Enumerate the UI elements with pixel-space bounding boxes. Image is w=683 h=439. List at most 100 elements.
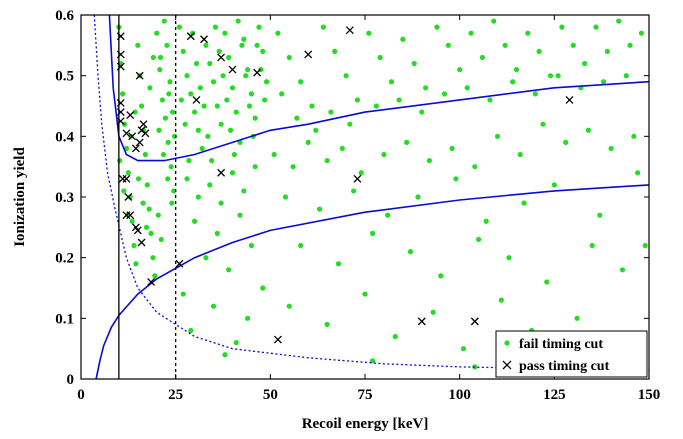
fail-point (404, 139, 410, 145)
fail-point (262, 97, 268, 103)
fail-point (245, 67, 251, 73)
fail-point (574, 315, 580, 321)
fail-point (369, 230, 376, 236)
fail-point (544, 279, 550, 285)
fail-point (224, 97, 230, 103)
fail-point (222, 30, 228, 36)
fail-point (180, 48, 186, 55)
fail-point (468, 30, 474, 36)
y-tick-label: 0 (67, 372, 75, 388)
fail-point (422, 85, 429, 91)
x-tick-label: 25 (168, 387, 183, 403)
fail-point (120, 91, 126, 97)
fail-point (157, 67, 163, 73)
fail-point (457, 67, 463, 73)
pass-point (133, 226, 142, 235)
fail-point (178, 97, 184, 103)
fail-point (316, 206, 323, 212)
fail-point (233, 340, 239, 346)
pass-point (126, 111, 135, 120)
fail-point (589, 242, 595, 249)
fail-point (343, 73, 349, 79)
fail-point (347, 121, 353, 127)
fail-point (186, 158, 192, 164)
fail-point (190, 30, 196, 36)
fail-point (260, 48, 266, 55)
fail-point (142, 151, 148, 158)
fail-point (166, 91, 172, 97)
fail-point (171, 133, 178, 139)
fail-point (132, 109, 138, 115)
fail-point (638, 30, 645, 36)
fail-point (339, 145, 345, 152)
fail-point (148, 230, 154, 236)
pass-point (137, 238, 146, 247)
fail-point (154, 30, 160, 36)
fail-point (155, 212, 161, 218)
fail-point (241, 36, 247, 42)
fail-point (184, 73, 190, 79)
fail-point (203, 42, 209, 48)
fail-point (362, 291, 368, 297)
fail-point (147, 85, 153, 91)
y-tick-label: 0.1 (55, 311, 74, 327)
fail-point (286, 54, 292, 61)
fail-point (195, 194, 201, 200)
pass-point (135, 71, 144, 80)
fail-point (209, 158, 215, 164)
fail-point (156, 127, 162, 133)
fail-point (494, 133, 501, 139)
pass-point (128, 132, 137, 141)
fail-point (237, 212, 243, 218)
plot-area (93, 15, 649, 379)
fail-point (407, 249, 414, 255)
fail-point (411, 60, 417, 67)
fail-point (169, 200, 175, 206)
x-tick-label: 100 (448, 387, 471, 403)
fail-point (286, 303, 292, 309)
fail-point (121, 188, 127, 194)
fail-point (143, 224, 150, 230)
fail-point (438, 273, 444, 279)
fail-point (392, 333, 398, 340)
pass-point (217, 53, 226, 62)
fail-point (377, 54, 383, 61)
pass-point (116, 62, 125, 71)
pass-point (116, 117, 125, 126)
fail-point (460, 346, 467, 352)
fail-point (128, 133, 134, 139)
fail-point (131, 242, 137, 249)
fail-point (229, 170, 236, 176)
fail-point (400, 36, 406, 42)
fail-point (536, 48, 542, 55)
fail-point (551, 182, 557, 188)
fail-point (246, 103, 253, 109)
fail-point (517, 151, 523, 158)
fail-point (623, 73, 629, 79)
fail-point (218, 121, 224, 127)
fail-point (324, 321, 330, 327)
fail-point (608, 145, 614, 152)
fail-point (195, 127, 201, 133)
y-tick-label: 0.3 (55, 190, 74, 206)
fail-point (205, 133, 211, 139)
fail-point (510, 79, 516, 85)
fail-point (248, 91, 254, 97)
pass-point (141, 129, 150, 138)
pass-point (186, 32, 195, 41)
fail-point (369, 358, 376, 364)
pass-point (116, 99, 125, 107)
pass-point (304, 50, 313, 59)
fail-point (616, 18, 622, 24)
fail-point (381, 151, 387, 158)
y-tick-label: 0.6 (55, 8, 74, 24)
pass-point (565, 95, 574, 104)
fail-point (290, 164, 296, 170)
fail-point (252, 164, 258, 170)
fail-point (373, 103, 379, 109)
fail-point (207, 182, 213, 188)
pass-point (417, 317, 426, 326)
fail-point (555, 73, 561, 79)
fail-point (214, 103, 220, 109)
fail-point (366, 30, 372, 36)
